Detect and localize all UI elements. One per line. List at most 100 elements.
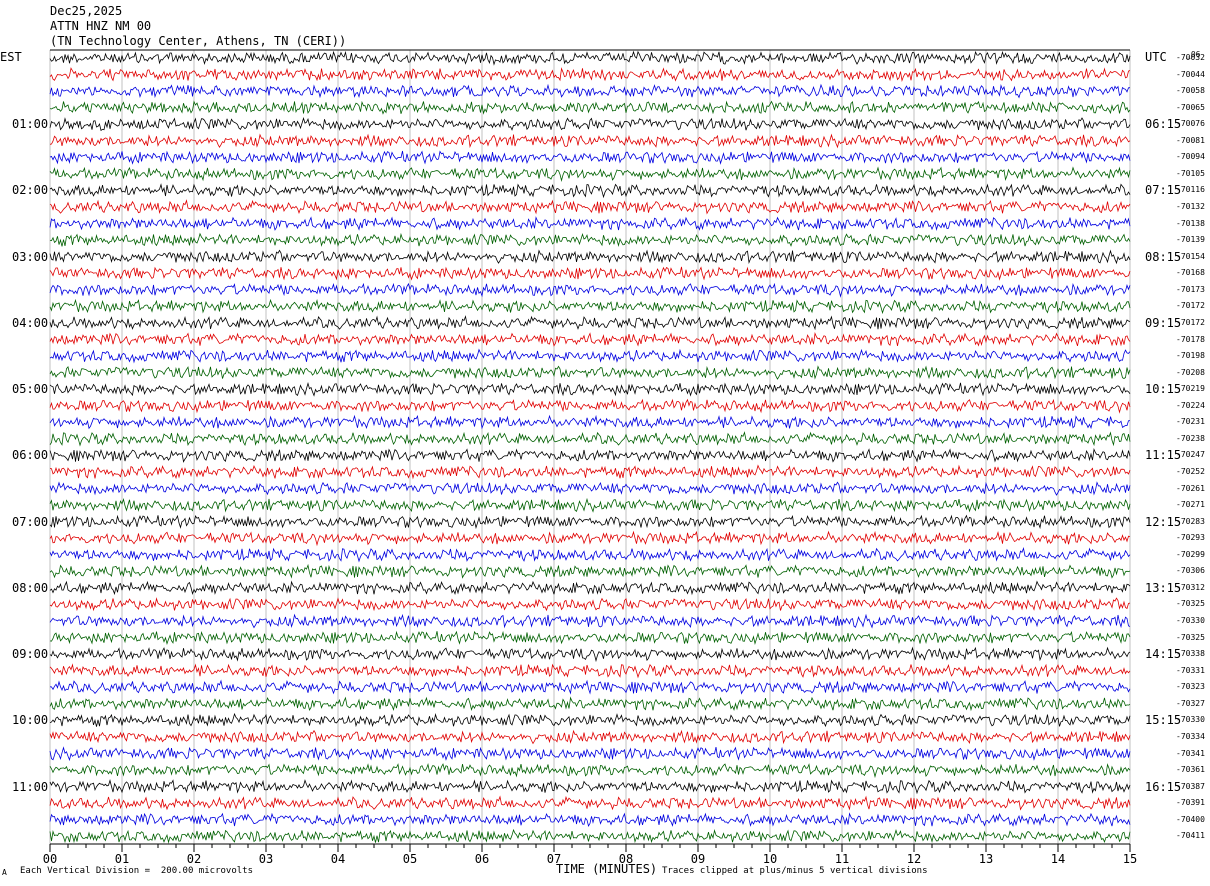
trace-line bbox=[49, 812, 1131, 828]
trace-count-label: -70081 bbox=[1176, 135, 1205, 145]
trace-line bbox=[49, 530, 1131, 547]
trace-line bbox=[49, 298, 1131, 315]
trace-count-label: -70065 bbox=[1176, 102, 1205, 112]
trace-count-label: -70361 bbox=[1176, 765, 1205, 775]
hour-label-est: 03:00 bbox=[12, 249, 49, 264]
trace-line bbox=[49, 381, 1131, 397]
trace-count-label: -70306 bbox=[1176, 566, 1205, 576]
trace-count-label: -70198 bbox=[1176, 351, 1205, 361]
trace-line bbox=[49, 613, 1131, 629]
trace-line bbox=[49, 199, 1131, 215]
trace-line bbox=[49, 563, 1131, 579]
trace-count-label: -70261 bbox=[1176, 483, 1205, 493]
time-grid bbox=[49, 49, 1131, 844]
trace-count-label: -70334 bbox=[1176, 731, 1205, 741]
trace-line bbox=[49, 663, 1131, 679]
hour-label-est: 02:00 bbox=[12, 183, 49, 198]
x-tick-label: 14 bbox=[1050, 852, 1066, 866]
trace-line bbox=[49, 729, 1131, 745]
top-right-mark: _06 bbox=[1186, 50, 1201, 59]
trace-line bbox=[49, 597, 1131, 612]
trace-count-label: -70224 bbox=[1176, 400, 1205, 410]
trace-line bbox=[49, 398, 1131, 414]
trace-count-label: -70044 bbox=[1176, 69, 1205, 79]
x-tick-label: 12 bbox=[906, 852, 922, 866]
hour-label-est: 08:00 bbox=[12, 580, 49, 595]
hour-label-est: 04:00 bbox=[12, 315, 49, 330]
x-tick-label: 01 bbox=[114, 852, 130, 866]
x-tick-label: 05 bbox=[402, 852, 418, 866]
corner-mark: A bbox=[2, 868, 7, 877]
trace-count-label: -70231 bbox=[1176, 417, 1205, 427]
trace-line bbox=[49, 546, 1131, 563]
hour-label-est: 01:00 bbox=[12, 117, 49, 132]
trace-line bbox=[49, 779, 1131, 795]
scale-note: Each Vertical Division = 200.00 microvol… bbox=[20, 866, 253, 876]
trace-line bbox=[49, 332, 1131, 347]
trace-line bbox=[49, 679, 1131, 695]
trace-line bbox=[49, 117, 1131, 132]
hour-label-utc: 15:15 bbox=[1145, 713, 1182, 728]
trace-count-label: -70293 bbox=[1176, 533, 1205, 543]
hour-label-est: 10:00 bbox=[12, 713, 49, 728]
x-tick-label: 07 bbox=[546, 852, 562, 866]
left-timezone-label: EST bbox=[0, 50, 22, 64]
time-axis bbox=[49, 843, 1131, 852]
trace-count-label: -70325 bbox=[1176, 632, 1205, 642]
trace-count-label: -70238 bbox=[1176, 433, 1205, 443]
trace-count-label: -70387 bbox=[1176, 781, 1205, 791]
trace-count-label: -70283 bbox=[1176, 516, 1205, 526]
trace-count-label: -70172 bbox=[1176, 301, 1205, 311]
hour-label-utc: 07:15 bbox=[1145, 183, 1182, 198]
trace-count-label: -70400 bbox=[1176, 814, 1205, 824]
right-timezone-label: UTC bbox=[1145, 50, 1167, 64]
trace-count-label: -70105 bbox=[1176, 168, 1205, 178]
trace-line bbox=[49, 481, 1131, 496]
trace-count-label: -70338 bbox=[1176, 649, 1205, 659]
trace-count-label: -70330 bbox=[1176, 616, 1205, 626]
trace-count-label: -70252 bbox=[1176, 467, 1205, 476]
hour-label-est: 05:00 bbox=[12, 382, 49, 397]
trace-count-label: -70132 bbox=[1176, 202, 1205, 212]
trace-line bbox=[49, 249, 1131, 265]
trace-count-label: -70139 bbox=[1176, 235, 1205, 245]
hour-label-utc: 14:15 bbox=[1145, 647, 1182, 662]
seismic-traces bbox=[49, 50, 1131, 844]
trace-line bbox=[49, 150, 1131, 165]
trace-line bbox=[49, 828, 1131, 844]
trace-count-label: -70219 bbox=[1176, 384, 1205, 394]
trace-line bbox=[49, 497, 1131, 513]
date-label: Dec25,2025 bbox=[50, 4, 123, 18]
trace-count-label: -70325 bbox=[1176, 599, 1205, 609]
clip-note: Traces clipped at plus/minus 5 vertical … bbox=[662, 866, 928, 876]
trace-count-label: -70323 bbox=[1176, 682, 1205, 692]
hour-label-utc: 13:15 bbox=[1145, 580, 1182, 595]
trace-line bbox=[49, 315, 1131, 331]
hour-label-utc: 08:15 bbox=[1145, 249, 1182, 264]
trace-line bbox=[49, 183, 1131, 199]
trace-count-label: -70411 bbox=[1176, 831, 1205, 841]
trace-line bbox=[49, 447, 1131, 463]
trace-line bbox=[49, 67, 1131, 83]
trace-line bbox=[49, 282, 1131, 298]
trace-count-label: -70032 bbox=[1176, 53, 1205, 62]
x-tick-label: 11 bbox=[834, 852, 850, 866]
trace-count-label: -70178 bbox=[1176, 334, 1205, 344]
trace-line bbox=[49, 696, 1131, 712]
trace-line bbox=[49, 166, 1131, 182]
trace-count-label: -70327 bbox=[1176, 698, 1205, 708]
trace-count-label: -70312 bbox=[1176, 582, 1205, 592]
x-tick-label: 04 bbox=[330, 852, 346, 866]
trace-line bbox=[49, 746, 1131, 762]
x-tick-label: 15 bbox=[1122, 852, 1138, 866]
trace-line bbox=[49, 100, 1131, 115]
trace-line bbox=[49, 763, 1131, 779]
hour-label-utc: 09:15 bbox=[1145, 315, 1182, 330]
trace-line bbox=[49, 795, 1131, 811]
x-tick-label: 03 bbox=[258, 852, 274, 866]
trace-line bbox=[49, 630, 1131, 646]
station-label: ATTN HNZ NM 00 bbox=[50, 19, 152, 33]
trace-line bbox=[49, 646, 1131, 663]
hour-label-utc: 11:15 bbox=[1145, 448, 1182, 463]
